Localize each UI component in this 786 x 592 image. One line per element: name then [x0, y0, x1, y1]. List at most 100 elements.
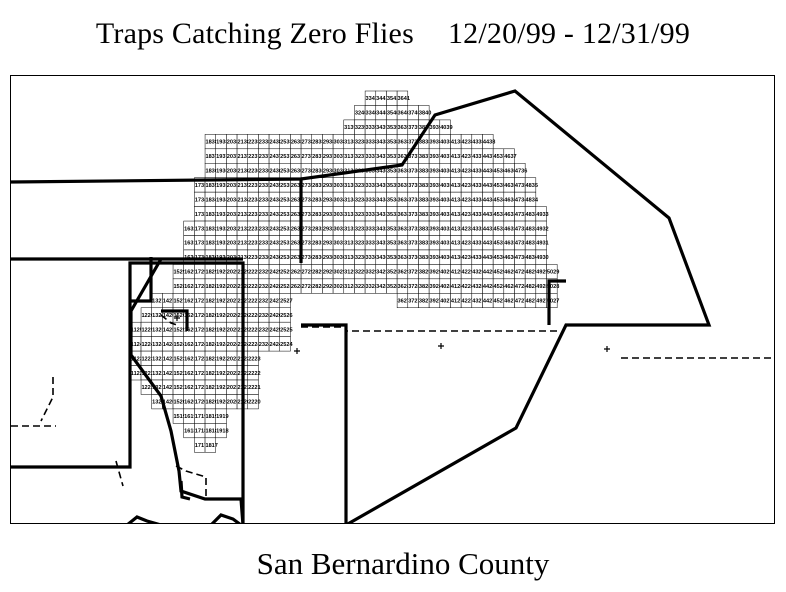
trap-cell-label: 2929 — [323, 270, 335, 276]
trap-cell-label: 3934 — [430, 197, 443, 203]
trap-cell-label: 2536 — [280, 168, 292, 174]
trap-cell-label: 4039 — [440, 125, 452, 131]
boundary-lines — [11, 89, 774, 523]
trap-cell-label: 3630 — [398, 255, 410, 261]
trap-cell-label: 2426 — [269, 313, 281, 319]
trap-cell — [247, 394, 259, 410]
trap-cell-label: 4730 — [515, 255, 527, 261]
trap-cell-label: 3437 — [376, 154, 388, 160]
trap-cell-label: 2836 — [312, 168, 324, 174]
trap-cell-label: 4334 — [472, 197, 485, 203]
trap-cell-label: 2133 — [237, 212, 249, 218]
district-dashed-line — [115, 460, 124, 487]
trap-cell-label: 3436 — [376, 168, 388, 174]
trap-cell-label: 2033 — [227, 212, 239, 218]
district-dashed-line — [175, 465, 207, 497]
trap-cell-label: 3329 — [366, 270, 378, 276]
trap-cell-label: 1423 — [163, 356, 175, 362]
trap-cell-label: 2832 — [312, 226, 324, 232]
trap-cell-label: 1527 — [173, 299, 185, 305]
trap-cell-label: 2135 — [237, 183, 249, 189]
trap-cell-label: 2432 — [269, 226, 281, 232]
trap-marker — [604, 346, 610, 352]
trap-cell-label: 4335 — [472, 183, 484, 189]
trap-cell-label: 2630 — [291, 255, 303, 261]
trap-cell-label: 3441 — [376, 96, 388, 102]
trap-cell-label: 3133 — [344, 212, 356, 218]
county-boundary-line — [130, 257, 153, 303]
trap-cell-label: 3637 — [398, 154, 410, 160]
trap-cell-label: 2333 — [259, 212, 271, 218]
trap-cell-label: 1823 — [205, 356, 217, 362]
trap-cell-label: 1632 — [184, 226, 196, 232]
trap-cell-label: 2429 — [269, 270, 281, 276]
trap-cell-label: 2227 — [248, 299, 260, 305]
trap-cell-label: 1728 — [195, 284, 207, 290]
trap-cell-label: 2020 — [227, 400, 239, 406]
trap-cell-label: 4035 — [440, 183, 452, 189]
map-frame: 3341 3441 3541 3641 3240 3340 3440 3540 3640 3740… — [10, 75, 775, 524]
trap-cell-label: 2930 — [323, 255, 335, 261]
trap-cell-label: 2637 — [291, 154, 303, 160]
trap-cell-label: 3727 — [408, 299, 420, 305]
trap-cell-label: 3029 — [334, 270, 346, 276]
trap-cell-label: 4727 — [515, 299, 527, 305]
trap-cell-label: 2238 — [248, 140, 260, 146]
trap-cell-label: 2736 — [301, 168, 313, 174]
trap-cell-label: 4133 — [451, 212, 463, 218]
trap-cell-label: 4437 — [483, 154, 495, 160]
trap-cell-label: 1832 — [205, 226, 217, 232]
trap-cell-label: 3829 — [419, 270, 431, 276]
trap-cell-label: 2021 — [227, 385, 239, 391]
trap-cell-label: 2131 — [237, 241, 249, 247]
trap-cell-label: 1320 — [152, 400, 164, 406]
trap-cell-label: 4032 — [440, 226, 452, 232]
county-boundary-line — [210, 513, 241, 523]
trap-cell-label: 1123 — [131, 356, 143, 362]
trap-cell-label: 4530 — [494, 255, 506, 261]
trap-cell-label: 3435 — [376, 183, 388, 189]
trap-cell-label: 3328 — [366, 284, 378, 290]
title-text: Traps Catching Zero Flies — [95, 17, 414, 50]
trap-cell-label: 1720 — [195, 400, 207, 406]
trap-cell-label: 2336 — [259, 168, 271, 174]
trap-cell-label: 1822 — [205, 371, 217, 377]
trap-cell-label: 3933 — [430, 212, 442, 218]
trap-cell-label: 3228 — [355, 284, 367, 290]
trap-cell-label: 1824 — [205, 342, 218, 348]
trap-cell-label: 1226 — [141, 313, 153, 319]
trap-cell-label: 3237 — [355, 154, 367, 160]
trap-cell-label: 3627 — [398, 299, 410, 305]
trap-cell-label: 3335 — [366, 183, 378, 189]
trap-cell-label: 3938 — [430, 140, 442, 146]
trap-cell-label: 1221 — [141, 385, 153, 391]
trap-cell-label: 1619 — [184, 414, 196, 420]
trap-cell-label: 3440 — [376, 111, 388, 117]
trap-cell-label: 2223 — [248, 356, 260, 362]
trap-cell-label: 4328 — [472, 284, 484, 290]
trap-cell-label: 2222 — [248, 371, 260, 377]
trap-cell-label: 4833 — [526, 212, 538, 218]
trap-cell-label: 4235 — [462, 183, 474, 189]
trap-cell-label: 1921 — [216, 385, 228, 391]
trap-cell-label: 2834 — [312, 197, 325, 203]
trap-cell-label: 3739 — [408, 125, 420, 131]
trap-cell-label: 2433 — [269, 212, 281, 218]
trap-cell-label: 3028 — [334, 284, 346, 290]
trap-cell-label: 2331 — [259, 241, 271, 247]
trap-cell-label: 2733 — [301, 212, 313, 218]
trap-cell-label: 3731 — [408, 241, 420, 247]
trap-cell-label: 1937 — [216, 154, 228, 160]
trap-cell-label: 4132 — [451, 226, 463, 232]
trap-cell-label: 2431 — [269, 241, 281, 247]
trap-cell-label: 2537 — [280, 154, 292, 160]
trap-cell-label: 4230 — [462, 255, 474, 261]
trap-marker — [174, 315, 180, 321]
trap-cell-label: 1731 — [195, 241, 207, 247]
trap-cell-label: 4431 — [483, 241, 495, 247]
trap-cell-label: 1222 — [141, 371, 153, 377]
trap-cell-label: 3534 — [387, 197, 400, 203]
trap-cell-label: 4634 — [504, 197, 517, 203]
trap-cell-label: 1122 — [131, 371, 143, 377]
trap-cell-label: 3134 — [344, 197, 357, 203]
